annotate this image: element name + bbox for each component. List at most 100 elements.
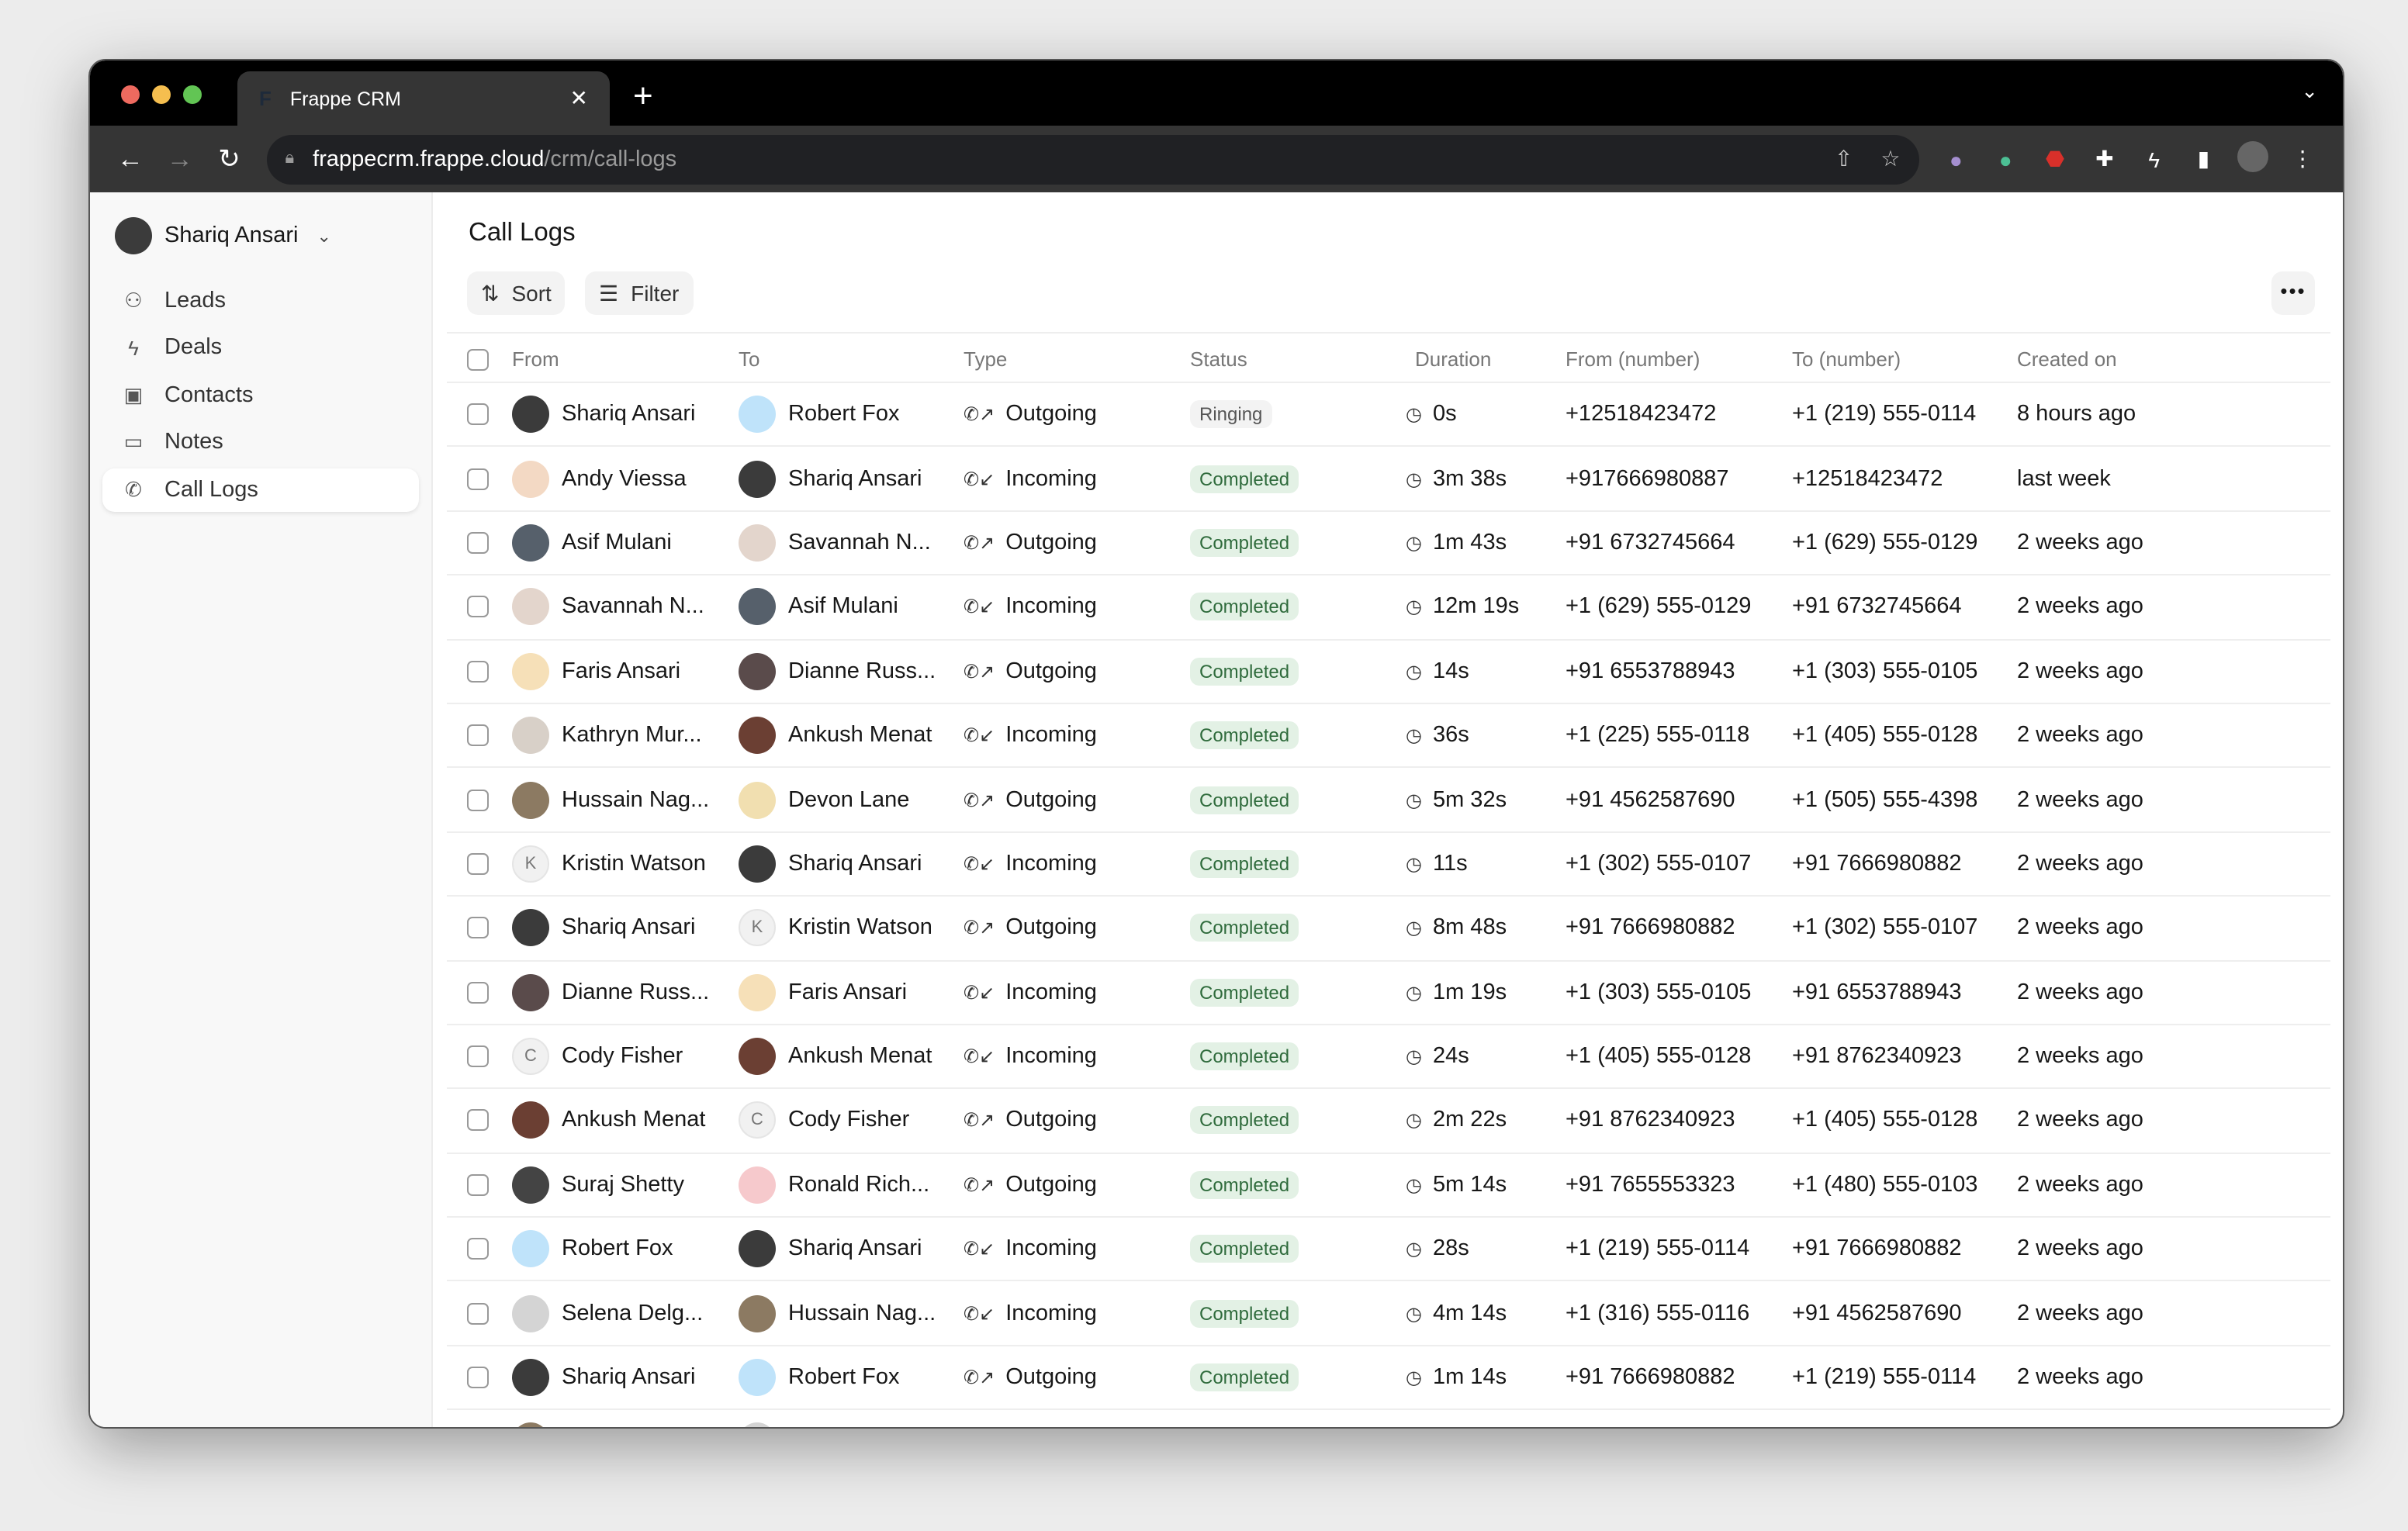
row-checkbox[interactable]	[467, 724, 489, 747]
avatar	[512, 1359, 549, 1397]
sidebar-item-leads[interactable]: ⚇ Leads	[102, 279, 419, 323]
to-name: Faris Ansari	[788, 980, 908, 1005]
duration: 14s	[1432, 658, 1469, 684]
table-row[interactable]: Ankush Menat C Cody Fisher ✆↗ Outgoing Com…	[447, 1090, 2330, 1154]
to-number: +91 8762340923	[1792, 1044, 1962, 1070]
status-badge: Completed	[1190, 1235, 1299, 1263]
more-options-button[interactable]: •••	[2271, 271, 2315, 315]
table-row[interactable]	[447, 1411, 2330, 1427]
share-icon[interactable]: ⇧	[1834, 146, 1853, 171]
sidebar-item-deals[interactable]: ϟ Deals	[102, 327, 419, 370]
created-on: 2 weeks ago	[2017, 915, 2143, 941]
sidebar-item-label: Deals	[164, 335, 223, 361]
to-number: +91 7666980882	[1792, 1236, 1962, 1262]
back-icon[interactable]: ←	[116, 143, 144, 173]
profile-avatar[interactable]	[2228, 141, 2278, 177]
sidebar-item-contacts[interactable]: ▣ Contacts	[102, 374, 419, 417]
avatar	[739, 524, 776, 562]
address-bar[interactable]: 🔒︎ frappecrm.frappe.cloud/crm/call-logs …	[266, 134, 1919, 184]
row-checkbox[interactable]	[467, 917, 489, 939]
row-checkbox[interactable]	[467, 1173, 489, 1196]
select-all-checkbox[interactable]	[467, 348, 489, 370]
row-checkbox[interactable]	[467, 403, 489, 426]
title-bar: F Frappe CRM ✕ + ⌄	[90, 60, 2343, 126]
table-row[interactable]: Asif Mulani Savannah N... ✆↗ Outgoing Com…	[447, 512, 2330, 576]
status-badge: Completed	[1190, 978, 1299, 1007]
to-number: +91 7666980882	[1792, 851, 1962, 876]
bookmark-star-icon[interactable]: ☆	[1880, 146, 1901, 171]
forward-icon[interactable]: →	[166, 143, 193, 173]
column-header[interactable]: From	[512, 347, 559, 371]
from-number: +1 (225) 555-0118	[1566, 723, 1750, 748]
sort-button[interactable]: ⇅ Sort	[467, 271, 566, 315]
close-tab-icon[interactable]: ✕	[569, 85, 588, 110]
table-row[interactable]: Savannah N... Asif Mulani ✆↙ Incoming Com…	[447, 575, 2330, 641]
row-checkbox[interactable]	[467, 1109, 489, 1132]
close-window-button[interactable]	[121, 85, 140, 104]
row-checkbox[interactable]	[467, 1238, 489, 1260]
table-row[interactable]: Kathryn Mur... Ankush Menat ✆↙ Incoming C…	[447, 704, 2330, 769]
row-checkbox[interactable]	[467, 852, 489, 875]
side-panel-icon[interactable]: ▮	[2197, 146, 2210, 171]
avatar	[739, 460, 776, 498]
avatar	[739, 973, 776, 1011]
table-row[interactable]: C Cody Fisher Ankush Menat ✆↙ Incoming Com…	[447, 1025, 2330, 1090]
column-header[interactable]: To (number)	[1792, 347, 1901, 371]
created-on: 2 weeks ago	[2017, 1108, 2143, 1133]
table-row[interactable]: Shariq Ansari Robert Fox ✆↗ Outgoing Ring…	[447, 383, 2330, 448]
row-checkbox[interactable]	[467, 468, 489, 490]
adblock-extension-icon[interactable]: ⬣	[2045, 146, 2065, 171]
sidebar-item-notes[interactable]: ▭ Notes	[102, 420, 419, 464]
table-row[interactable]: Shariq Ansari K Kristin Watson ✆↗ Outgoing…	[447, 897, 2330, 962]
maximize-window-button[interactable]	[183, 85, 202, 104]
column-header[interactable]: Status	[1190, 347, 1247, 371]
row-checkbox[interactable]	[467, 981, 489, 1004]
created-on: 8 hours ago	[2017, 402, 2136, 427]
call-type: Outgoing	[1005, 402, 1097, 427]
leaf-bolt-extension-icon[interactable]: ϟ	[2148, 147, 2161, 171]
call-type: Outgoing	[1005, 915, 1097, 941]
table-row[interactable]: Faris Ansari Dianne Russ... ✆↗ Outgoing C…	[447, 640, 2330, 704]
table-row[interactable]: Hussain Nag... Devon Lane ✆↗ Outgoing Com…	[447, 769, 2330, 833]
row-checkbox[interactable]	[467, 531, 489, 554]
phone-incoming-icon: ✆↙	[964, 852, 995, 875]
browser-tab[interactable]: F Frappe CRM ✕	[237, 71, 610, 126]
column-header[interactable]: Type	[964, 347, 1008, 371]
from-name: Dianne Russ...	[562, 980, 710, 1005]
clock-icon: ◷	[1406, 1173, 1422, 1196]
tab-list-chevron-icon[interactable]: ⌄	[2301, 79, 2318, 102]
column-header[interactable]: Duration	[1415, 347, 1492, 371]
to-number: +1 (629) 555-0129	[1792, 530, 1978, 555]
minimize-window-button[interactable]	[152, 85, 171, 104]
sidebar-item-call-logs[interactable]: ✆ Call Logs	[102, 468, 419, 512]
table-row[interactable]: Dianne Russ... Faris Ansari ✆↙ Incoming C…	[447, 961, 2330, 1025]
table-row[interactable]: Robert Fox Shariq Ansari ✆↙ Incoming Comp…	[447, 1218, 2330, 1282]
filter-button[interactable]: ☰ Filter	[585, 271, 694, 315]
table-row[interactable]: Andy Viessa Shariq Ansari ✆↙ Incoming Com…	[447, 448, 2330, 512]
column-header[interactable]: Created on	[2017, 347, 2117, 371]
row-checkbox[interactable]	[467, 1367, 489, 1389]
column-header[interactable]: To	[739, 347, 760, 371]
row-checkbox[interactable]	[467, 1302, 489, 1325]
octocat-extension-icon[interactable]: ●	[1949, 147, 1963, 171]
reload-icon[interactable]: ↻	[218, 143, 240, 173]
row-checkbox[interactable]	[467, 789, 489, 811]
call-type: Incoming	[1005, 466, 1097, 492]
row-checkbox[interactable]	[467, 596, 489, 618]
table-row[interactable]: Selena Delg... Hussain Nag... ✆↙ Incoming…	[447, 1282, 2330, 1346]
extensions-puzzle-icon[interactable]: ✚	[2095, 146, 2114, 171]
grammarly-extension-icon[interactable]: ●	[1998, 147, 2012, 171]
user-menu[interactable]: Shariq Ansari ⌄	[102, 214, 419, 257]
column-header[interactable]: From (number)	[1566, 347, 1700, 371]
new-tab-icon[interactable]: +	[633, 76, 653, 115]
table-row[interactable]: Shariq Ansari Robert Fox ✆↗ Outgoing Comp…	[447, 1346, 2330, 1411]
clock-icon: ◷	[1406, 531, 1422, 554]
status-badge: Completed	[1190, 1299, 1299, 1328]
phone-outgoing-icon: ✆↗	[964, 1173, 995, 1196]
sidebar: Shariq Ansari ⌄ ⚇ Leads ϟ Deals ▣ Contacts ▭ No…	[90, 192, 433, 1427]
table-row[interactable]: K Kristin Watson Shariq Ansari ✆↙ Incoming…	[447, 832, 2330, 897]
row-checkbox[interactable]	[467, 660, 489, 683]
browser-menu-icon[interactable]: ⋮	[2292, 146, 2314, 171]
row-checkbox[interactable]	[467, 1045, 489, 1068]
table-row[interactable]: Suraj Shetty Ronald Rich... ✆↗ Outgoing C…	[447, 1153, 2330, 1218]
